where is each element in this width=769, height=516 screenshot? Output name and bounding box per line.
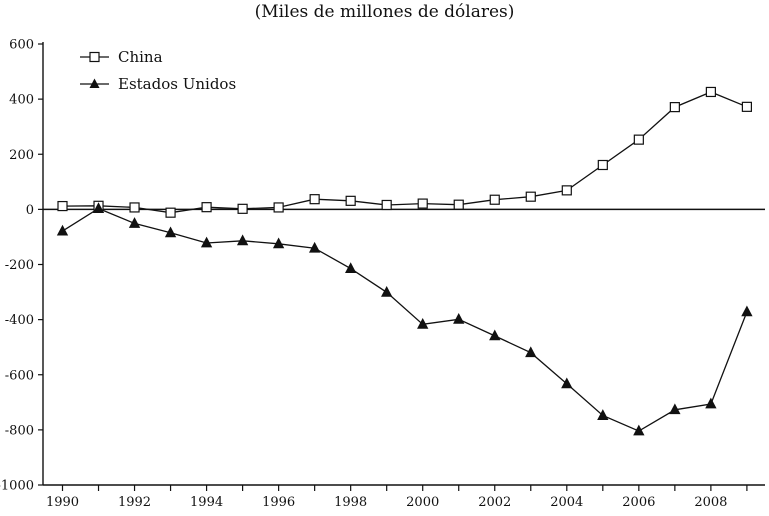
data-point-estados-unidos <box>705 397 717 409</box>
data-point-china <box>345 195 356 206</box>
data-point-estados-unidos <box>417 317 429 329</box>
data-point-china <box>417 198 428 209</box>
x-tick-label: 2000 <box>406 495 439 510</box>
x-tick-label: 2004 <box>550 495 583 510</box>
x-tick-label: 2002 <box>478 495 511 510</box>
y-tick-label: -600 <box>5 368 34 383</box>
data-point-estados-unidos <box>453 312 465 324</box>
data-point-estados-unidos <box>345 262 357 274</box>
data-point-china <box>273 202 284 213</box>
data-point-china <box>201 202 212 213</box>
data-point-estados-unidos <box>561 377 573 389</box>
data-point-estados-unidos <box>381 285 393 297</box>
x-tick-label: 1992 <box>118 495 151 510</box>
y-tick-label: -800 <box>5 423 34 438</box>
x-tick-label: 1996 <box>262 495 295 510</box>
data-point-china <box>525 191 536 202</box>
x-tick-label: 2006 <box>622 495 655 510</box>
data-point-estados-unidos <box>56 224 69 236</box>
data-point-china <box>561 185 572 196</box>
legend-label: China <box>118 48 163 66</box>
data-point-estados-unidos <box>525 346 537 358</box>
data-point-estados-unidos <box>741 305 753 317</box>
data-point-estados-unidos <box>308 241 321 253</box>
data-point-china <box>597 159 608 171</box>
y-tick-label: -1000 <box>0 479 34 494</box>
data-point-estados-unidos <box>92 202 105 213</box>
chart-title: (Miles de millones de dólares) <box>254 2 515 22</box>
data-point-estados-unidos <box>633 424 645 436</box>
y-tick-label: 200 <box>9 148 34 163</box>
data-point-estados-unidos <box>236 234 249 246</box>
data-point-china <box>129 202 140 213</box>
data-point-china <box>57 200 68 212</box>
y-tick-label: 0 <box>26 203 34 218</box>
series-line-estados-unidos <box>62 207 748 432</box>
y-tick-label: 600 <box>9 38 34 53</box>
data-point-china <box>165 207 176 218</box>
series-line-china <box>62 91 748 214</box>
data-point-china <box>669 102 680 113</box>
legend-marker-china <box>89 51 100 63</box>
data-point-estados-unidos <box>669 403 681 415</box>
x-tick-label: 1994 <box>190 495 223 510</box>
x-tick-label: 1990 <box>46 495 79 510</box>
data-point-estados-unidos <box>489 329 501 341</box>
data-point-china <box>741 101 753 112</box>
y-tick-label: -200 <box>5 258 34 273</box>
data-point-estados-unidos <box>164 226 177 238</box>
data-point-china <box>489 194 500 205</box>
data-point-china <box>453 199 464 210</box>
legend-label: Estados Unidos <box>118 75 236 93</box>
y-tick-label: 400 <box>9 93 34 108</box>
data-point-china <box>381 199 392 211</box>
data-point-china <box>309 194 320 205</box>
data-point-estados-unidos <box>128 217 141 228</box>
y-tick-label: -400 <box>5 313 34 328</box>
data-point-china <box>237 203 248 214</box>
legend-marker-estados-unidos <box>89 78 100 88</box>
data-point-china <box>705 86 716 98</box>
data-point-estados-unidos <box>200 236 213 248</box>
data-point-estados-unidos <box>597 409 609 420</box>
data-point-china <box>633 134 644 145</box>
data-point-estados-unidos <box>272 237 285 249</box>
x-tick-label: 2008 <box>694 495 727 510</box>
x-tick-label: 1998 <box>334 495 367 510</box>
